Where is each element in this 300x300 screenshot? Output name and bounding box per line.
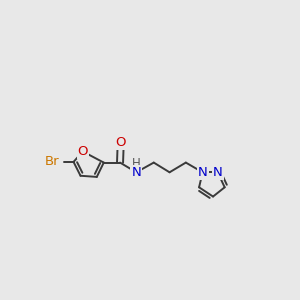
Text: N: N bbox=[213, 166, 223, 179]
Text: N: N bbox=[198, 166, 208, 179]
Text: N: N bbox=[131, 166, 141, 179]
Text: O: O bbox=[116, 136, 126, 149]
Text: Br: Br bbox=[45, 155, 60, 168]
Text: H: H bbox=[132, 157, 141, 170]
Text: O: O bbox=[78, 145, 88, 158]
